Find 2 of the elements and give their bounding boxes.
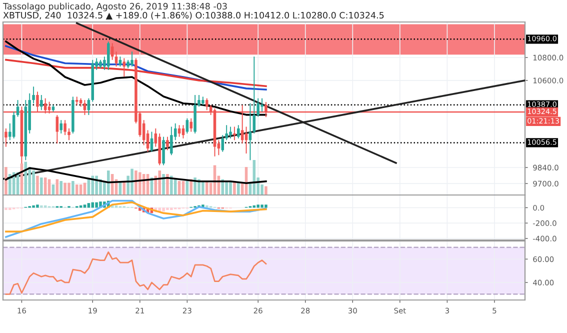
- chart-subtitle: XBTUSD, 240 10324.5 ▲ +189.0 (+1.86%) O:10388.0 H:10412.0 L:10280.0 C:10324.5: [3, 12, 384, 20]
- chart-title: Tassolago publicado, Agosto 26, 2019 11:38:48 -03: [2, 2, 227, 12]
